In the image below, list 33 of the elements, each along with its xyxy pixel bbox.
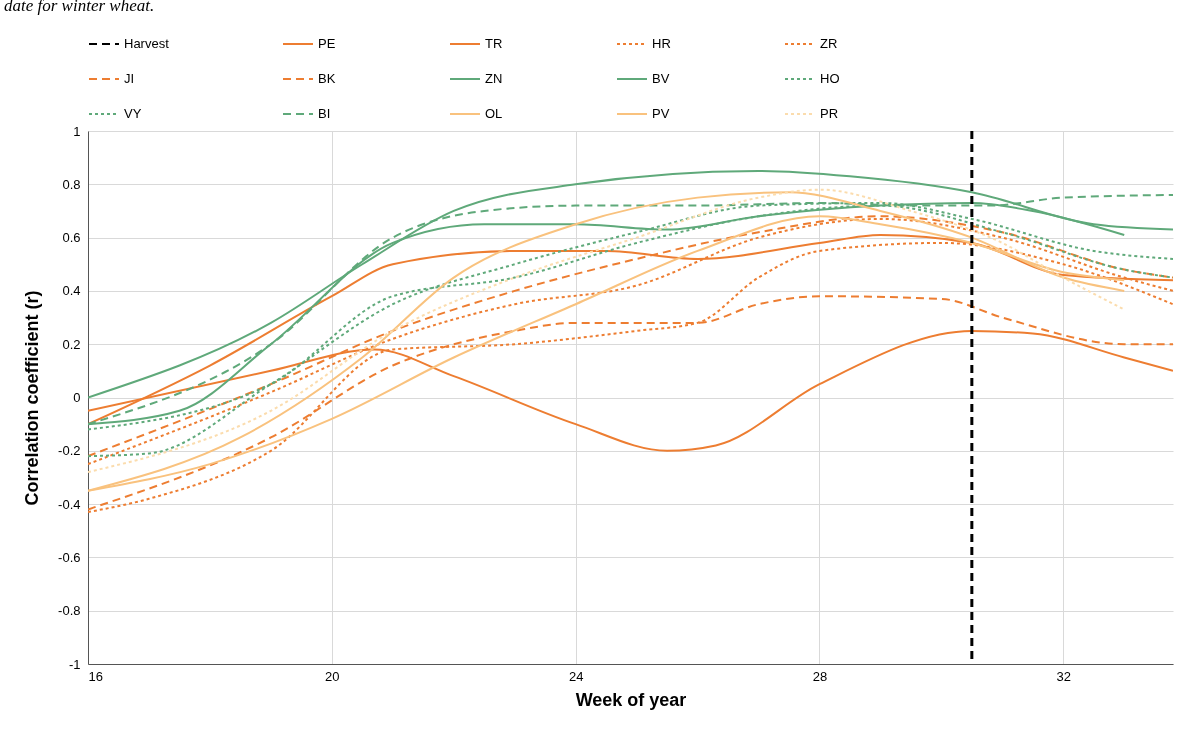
- legend-label: BV: [652, 71, 670, 86]
- y-tick-label: -0.8: [58, 603, 81, 619]
- legend-label: PE: [318, 36, 336, 51]
- legend-label: Harvest: [124, 36, 170, 51]
- legend-label: VY: [124, 106, 142, 121]
- legend-label: ZN: [485, 71, 503, 86]
- legend-label: JI: [124, 71, 135, 86]
- legend-label: PR: [820, 106, 839, 121]
- legend-label: BK: [318, 71, 336, 86]
- legend-label: ZR: [820, 36, 838, 51]
- y-tick-label: 1: [73, 123, 81, 139]
- y-tick-label: 0.8: [62, 176, 81, 192]
- y-tick-label: -0.4: [58, 496, 81, 512]
- y-tick-label: -0.2: [58, 443, 81, 459]
- legend-label: BI: [318, 106, 331, 121]
- x-tick-label: 24: [568, 668, 584, 684]
- y-tick-label: 0.2: [62, 336, 81, 352]
- x-tick-label: 32: [1056, 668, 1072, 684]
- legend-label: HO: [820, 71, 840, 86]
- y-tick-label: -1: [68, 656, 81, 672]
- y-tick-label: -0.6: [58, 549, 81, 565]
- legend-label: PV: [652, 106, 670, 121]
- x-axis-title: Week of year: [575, 689, 687, 710]
- legend-label: HR: [652, 36, 671, 51]
- y-tick-label: 0: [73, 390, 81, 405]
- legend-label: OL: [485, 106, 503, 121]
- y-tick-label: 0.4: [62, 283, 81, 299]
- x-tick-label: 20: [325, 668, 340, 684]
- y-axis-title: Correlation coefficient (r): [22, 290, 43, 506]
- legend-label: TR: [485, 36, 503, 51]
- y-tick-label: 0.6: [62, 230, 81, 246]
- x-tick-label: 28: [812, 668, 828, 684]
- x-tick-label: 16: [88, 668, 103, 684]
